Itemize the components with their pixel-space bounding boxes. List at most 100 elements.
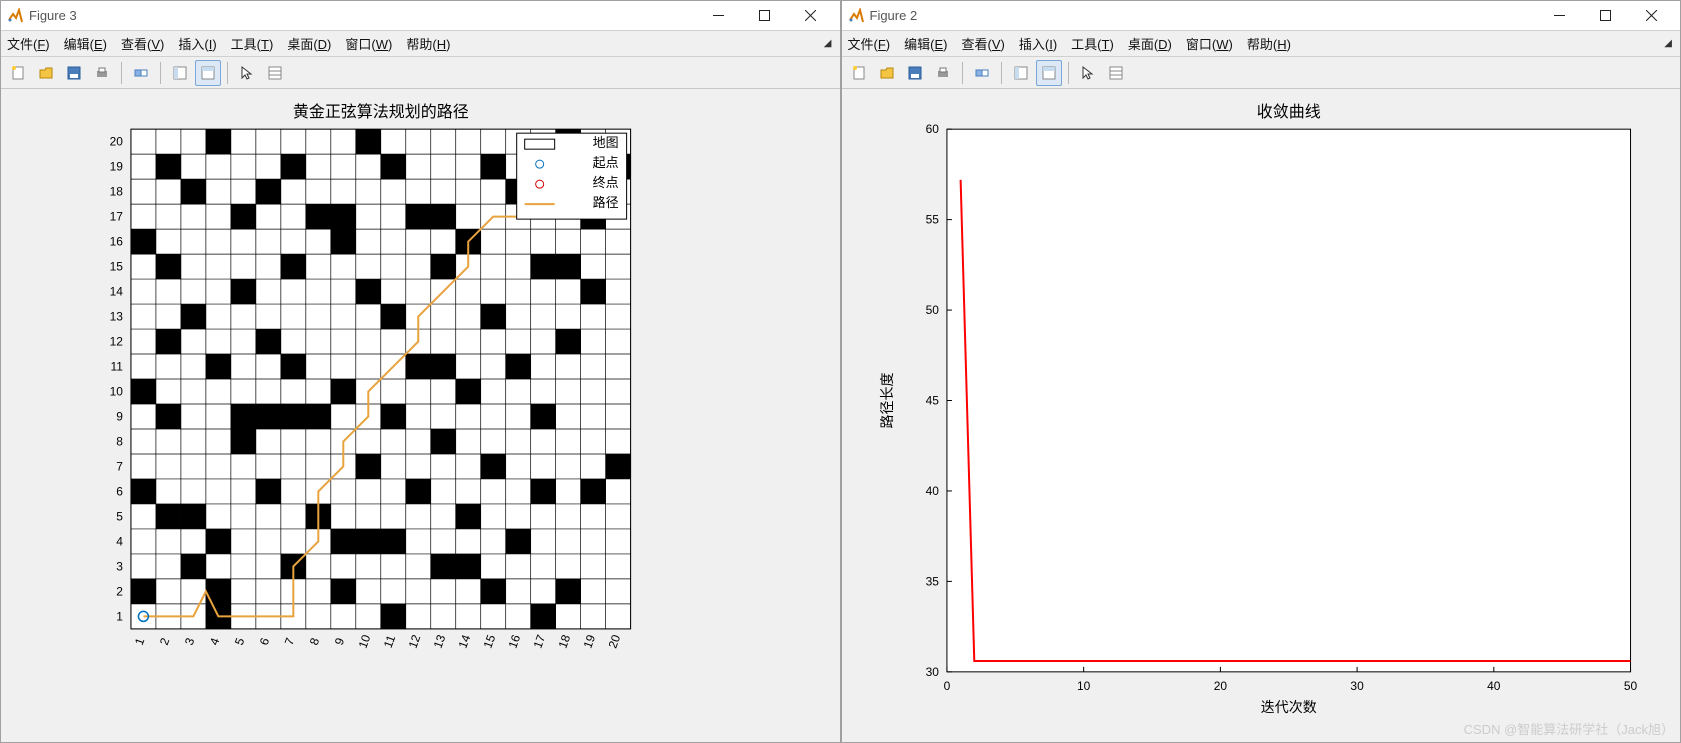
ytick-label: 35 <box>925 574 939 588</box>
obstacle-cell <box>156 254 181 279</box>
close-button[interactable] <box>788 2 834 30</box>
open-file-icon[interactable] <box>33 60 59 86</box>
obstacle-cell <box>381 604 406 629</box>
ytick-label: 4 <box>116 534 123 548</box>
toolbar-separator <box>160 62 161 84</box>
pointer-icon[interactable] <box>1075 60 1101 86</box>
obstacle-cell <box>156 404 181 429</box>
menu-window[interactable]: 窗口(W) <box>1186 34 1233 53</box>
titlebar[interactable]: Figure 3 <box>1 1 840 31</box>
obstacle-cell <box>381 404 406 429</box>
link-icon[interactable] <box>969 60 995 86</box>
obstacle-cell <box>381 304 406 329</box>
ytick-label: 40 <box>925 484 939 498</box>
props-icon[interactable] <box>262 60 288 86</box>
matlab-icon <box>848 8 864 24</box>
ytick-label: 11 <box>110 360 123 374</box>
obstacle-cell <box>556 254 581 279</box>
xtick-label: 50 <box>1623 679 1637 693</box>
layout2-icon[interactable] <box>1036 60 1062 86</box>
obstacle-cell <box>281 254 306 279</box>
watermark-text: CSDN @智能算法研学社（Jack旭） <box>1464 719 1674 738</box>
menubar-dropdown-icon[interactable]: ◢ <box>824 38 834 49</box>
obstacle-cell <box>581 279 606 304</box>
save-icon[interactable] <box>61 60 87 86</box>
close-button[interactable] <box>1628 2 1674 30</box>
menu-insert[interactable]: 插入(I) <box>1019 34 1057 53</box>
menubar-dropdown-icon[interactable]: ◢ <box>1664 38 1674 49</box>
minimize-button[interactable] <box>1536 2 1582 30</box>
menu-view[interactable]: 查看(V) <box>121 34 164 53</box>
window-title: Figure 3 <box>29 8 696 23</box>
obstacle-cell <box>431 354 456 379</box>
save-icon[interactable] <box>902 60 928 86</box>
plot-canvas: 收敛曲线0102030405030354045505560迭代次数路径长度 CS… <box>842 89 1681 742</box>
xtick-label: 1 <box>132 636 148 647</box>
xtick-label: 13 <box>431 633 449 651</box>
obstacle-cell <box>431 204 456 229</box>
menu-window[interactable]: 窗口(W) <box>345 34 392 53</box>
obstacle-cell <box>381 529 406 554</box>
obstacle-cell <box>481 304 506 329</box>
ytick-label: 17 <box>110 210 124 224</box>
legend-label: 起点 <box>593 155 619 170</box>
menu-edit[interactable]: 编辑(E) <box>904 34 947 53</box>
obstacle-cell <box>481 579 506 604</box>
menu-desktop[interactable]: 桌面(D) <box>1128 34 1172 53</box>
menu-tools[interactable]: 工具(T) <box>231 34 274 53</box>
layout2-icon[interactable] <box>195 60 221 86</box>
props-icon[interactable] <box>1103 60 1129 86</box>
maximize-button[interactable] <box>742 2 788 30</box>
obstacle-cell <box>331 229 356 254</box>
layout1-icon[interactable] <box>1008 60 1034 86</box>
menu-edit[interactable]: 编辑(E) <box>64 34 107 53</box>
ytick-label: 30 <box>925 665 939 679</box>
xtick-label: 0 <box>943 679 950 693</box>
print-icon[interactable] <box>89 60 115 86</box>
convergence-chart: 收敛曲线0102030405030354045505560迭代次数路径长度 <box>842 89 1681 742</box>
ylabel: 路径长度 <box>879 373 895 429</box>
menu-file[interactable]: 文件(F) <box>7 34 50 53</box>
xtick-label: 9 <box>332 636 348 647</box>
obstacle-cell <box>331 379 356 404</box>
new-file-icon[interactable] <box>846 60 872 86</box>
obstacle-cell <box>531 404 556 429</box>
menu-desktop[interactable]: 桌面(D) <box>287 34 331 53</box>
menu-help[interactable]: 帮助(H) <box>406 34 450 53</box>
menu-help[interactable]: 帮助(H) <box>1247 34 1291 53</box>
minimize-button[interactable] <box>696 2 742 30</box>
obstacle-cell <box>356 454 381 479</box>
print-icon[interactable] <box>930 60 956 86</box>
figure-window-3: Figure 3 文件(F) 编辑(E) 查看(V) 插入(I) 工具(T) 桌面(D) 窗… <box>0 0 841 743</box>
window-title: Figure 2 <box>870 8 1537 23</box>
ytick-label: 1 <box>116 609 123 623</box>
maximize-button[interactable] <box>1582 2 1628 30</box>
menu-file[interactable]: 文件(F) <box>848 34 891 53</box>
ytick-label: 12 <box>110 335 124 349</box>
menu-view[interactable]: 查看(V) <box>962 34 1005 53</box>
obstacle-cell <box>206 129 231 154</box>
new-file-icon[interactable] <box>5 60 31 86</box>
obstacle-cell <box>531 479 556 504</box>
obstacle-cell <box>406 479 431 504</box>
obstacle-cell <box>456 379 481 404</box>
xtick-label: 10 <box>1076 679 1090 693</box>
link-icon[interactable] <box>128 60 154 86</box>
legend-swatch <box>525 139 555 149</box>
pointer-icon[interactable] <box>234 60 260 86</box>
open-file-icon[interactable] <box>874 60 900 86</box>
menu-tools[interactable]: 工具(T) <box>1071 34 1114 53</box>
toolbar-separator <box>962 62 963 84</box>
menu-insert[interactable]: 插入(I) <box>178 34 216 53</box>
obstacle-cell <box>481 154 506 179</box>
legend-label: 终点 <box>593 175 619 190</box>
xtick-label: 16 <box>506 633 524 651</box>
titlebar[interactable]: Figure 2 <box>842 1 1681 31</box>
xtick-label: 5 <box>232 636 248 647</box>
obstacle-cell <box>381 154 406 179</box>
layout1-icon[interactable] <box>167 60 193 86</box>
xtick-label: 20 <box>1213 679 1227 693</box>
ytick-label: 15 <box>110 260 124 274</box>
ytick-label: 45 <box>925 394 939 408</box>
ytick-label: 10 <box>110 385 124 399</box>
